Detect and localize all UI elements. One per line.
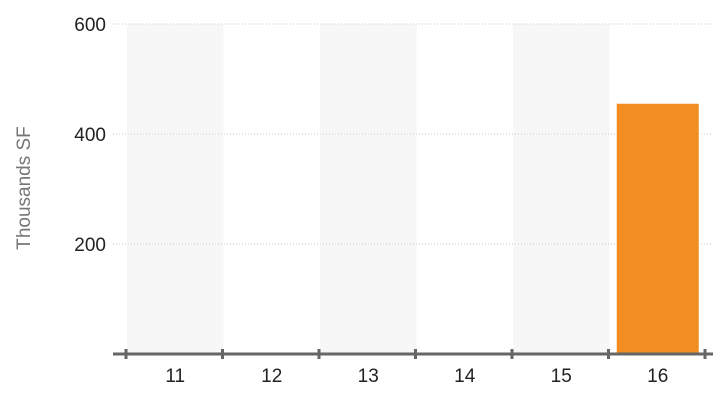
y-axis-label: Thousands SF — [14, 126, 35, 250]
y-tick-label: 200 — [74, 235, 106, 256]
x-axis: 11 12 13 14 15 16 — [113, 349, 713, 387]
bar-16 — [616, 103, 699, 354]
y-axis-ticks: 200 400 600 — [74, 15, 106, 256]
x-tick-label: 12 — [261, 366, 282, 387]
column-band — [127, 24, 224, 354]
column-band — [513, 24, 610, 354]
column-bands — [127, 24, 610, 354]
x-tick-label: 14 — [454, 366, 476, 387]
y-tick-label: 600 — [74, 15, 106, 36]
gridlines — [113, 23, 713, 245]
y-tick-label: 400 — [74, 125, 106, 146]
x-tick-label: 16 — [647, 366, 668, 387]
x-tick-label: 11 — [165, 366, 185, 387]
x-tick-label: 13 — [358, 366, 379, 387]
bars — [616, 103, 699, 354]
column-band — [320, 24, 417, 354]
x-tick-label: 15 — [551, 366, 572, 387]
